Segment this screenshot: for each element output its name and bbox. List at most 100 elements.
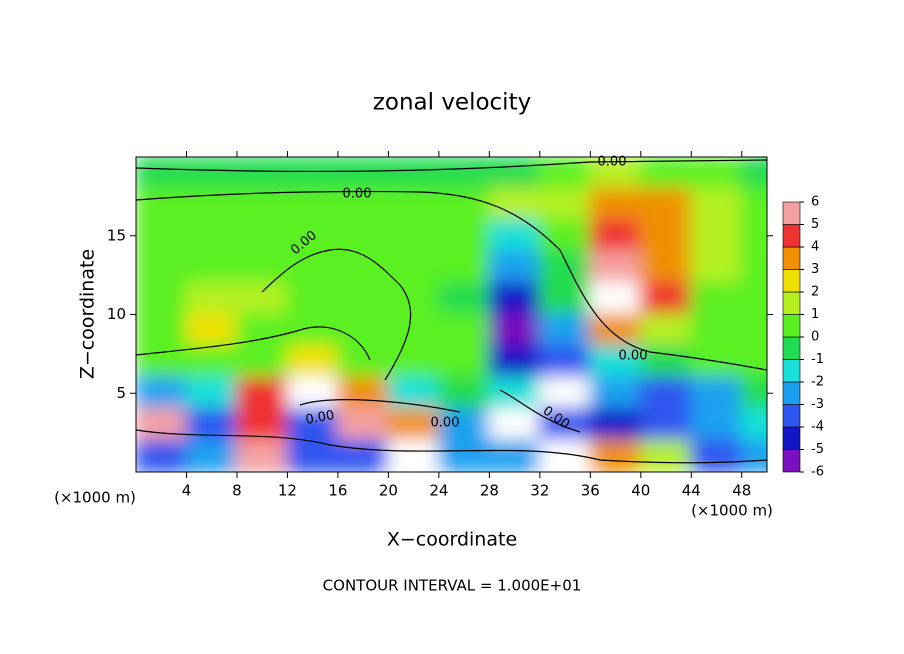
field-cell (437, 376, 491, 410)
field-cell (488, 219, 541, 253)
x-axis-label: X−coordinate (387, 529, 517, 551)
field-cell (488, 187, 541, 221)
field-cell (690, 250, 743, 284)
x-unit-label: (×1000 m) (691, 502, 773, 520)
field-cell (437, 408, 491, 442)
field-cell (488, 345, 541, 379)
field-cell (589, 250, 642, 284)
field-cell (639, 219, 693, 253)
field-cell (437, 157, 491, 190)
colorbar-box (782, 404, 801, 428)
chart-title: zonal velocity (373, 90, 531, 116)
field-cell (185, 157, 238, 190)
colorbar-label: 4 (811, 240, 819, 255)
colorbar-label: -5 (811, 442, 824, 457)
field-cell (387, 219, 440, 253)
field-cell (740, 282, 767, 316)
field-cell (336, 376, 390, 410)
field-cell (185, 408, 238, 442)
colorbar-label: 2 (811, 285, 819, 300)
field-cell (639, 282, 693, 316)
contour-line (136, 326, 371, 361)
colorbar-box (782, 269, 801, 293)
contour-line (261, 248, 412, 381)
field-cell (690, 313, 743, 347)
field-cell (336, 345, 390, 379)
field-cell (235, 313, 289, 347)
field-cell (488, 250, 541, 284)
field-cell (336, 313, 390, 347)
field-cell (639, 250, 693, 284)
field-cell (136, 187, 188, 221)
field-cell (185, 376, 238, 410)
colorbar-box (782, 291, 801, 315)
field-cell (437, 250, 491, 284)
field-cell (538, 187, 592, 221)
x-tick-label: 40 (631, 482, 650, 500)
field-cell (387, 408, 440, 442)
field-cell (185, 282, 238, 316)
field-cell (639, 157, 693, 190)
field-cell (639, 187, 693, 221)
field (136, 157, 767, 472)
field-cell (488, 157, 541, 190)
field-cell (136, 250, 188, 284)
field-cell (488, 313, 541, 347)
contour-line (136, 159, 767, 173)
field-cell (185, 345, 238, 379)
field-cell (136, 439, 188, 472)
field-cell (690, 219, 743, 253)
x-tick-label: 24 (429, 482, 448, 500)
contour-label: 0.00 (619, 349, 648, 364)
field-cell (387, 250, 440, 284)
field-cell (286, 282, 339, 316)
field-cell (235, 219, 289, 253)
x-tick-label: 8 (232, 482, 242, 500)
field-cell (336, 439, 390, 472)
colorbar-label: 1 (811, 307, 819, 322)
x-tick-label: 4 (182, 482, 192, 500)
field-cell (185, 313, 238, 347)
field-cell (589, 313, 642, 347)
colorbar-box (782, 246, 801, 270)
field-cell (740, 219, 767, 253)
field-cell (286, 345, 339, 379)
field-cell (740, 250, 767, 284)
field-cell (538, 408, 592, 442)
field-cell (589, 439, 642, 472)
field-cell (286, 439, 339, 472)
field-cell (286, 376, 339, 410)
field-cell (740, 157, 767, 190)
x-tick-label: 32 (530, 482, 549, 500)
field-cell (336, 282, 390, 316)
field-cell (589, 345, 642, 379)
colorbar-label: -2 (811, 375, 824, 390)
field-cell (136, 376, 188, 410)
field-cell (286, 219, 339, 253)
contour-line (499, 389, 581, 433)
field-cell (336, 408, 390, 442)
contour-line (299, 399, 461, 413)
colorbar-label: 0 (811, 330, 819, 345)
field-cell (740, 345, 767, 379)
field-cell (639, 439, 693, 472)
field-cell (235, 157, 289, 190)
field-cell (437, 439, 491, 472)
field-cell (286, 187, 339, 221)
colorbar-box (782, 314, 801, 338)
field-cell (136, 219, 188, 253)
colorbar-box (782, 426, 801, 450)
field-cell (690, 282, 743, 316)
x-tick-label: 20 (379, 482, 398, 500)
y-axis-label: Z−coordinate (77, 249, 99, 379)
field-cell (740, 439, 767, 472)
x-tick-label: 28 (480, 482, 499, 500)
field-cell (639, 313, 693, 347)
contour-label: 0.00 (598, 155, 627, 170)
x-tick-label: 44 (682, 482, 701, 500)
field-cell (235, 282, 289, 316)
field-cell (538, 376, 592, 410)
field-cell (286, 157, 339, 190)
field-cell (336, 187, 390, 221)
